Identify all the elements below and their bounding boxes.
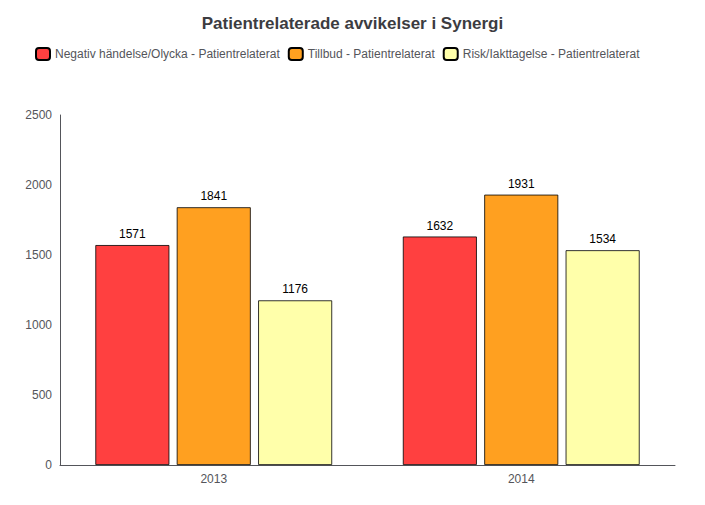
svg-text:1176: 1176	[282, 282, 308, 296]
svg-text:2013: 2013	[200, 472, 227, 486]
svg-text:2000: 2000	[25, 178, 52, 192]
svg-text:1632: 1632	[427, 219, 454, 233]
svg-text:2500: 2500	[25, 108, 52, 122]
svg-text:Tillbud - Patientrelaterat: Tillbud - Patientrelaterat	[308, 47, 436, 61]
svg-text:1000: 1000	[25, 318, 52, 332]
svg-text:Risk/Iakttagelse - Patientrela: Risk/Iakttagelse - Patientrelaterat	[463, 47, 640, 61]
svg-text:2014: 2014	[508, 472, 535, 486]
svg-text:1534: 1534	[589, 232, 616, 246]
svg-text:1571: 1571	[119, 227, 146, 241]
svg-text:1931: 1931	[508, 177, 535, 191]
svg-text:0: 0	[45, 458, 52, 472]
svg-text:1841: 1841	[200, 189, 227, 203]
svg-text:Negativ händelse/Olycka - Pati: Negativ händelse/Olycka - Patientrelater…	[55, 47, 280, 61]
svg-text:1500: 1500	[25, 248, 52, 262]
svg-text:Patientrelaterade avvikelser i: Patientrelaterade avvikelser i Synergi	[202, 14, 503, 33]
svg-text:500: 500	[32, 388, 52, 402]
